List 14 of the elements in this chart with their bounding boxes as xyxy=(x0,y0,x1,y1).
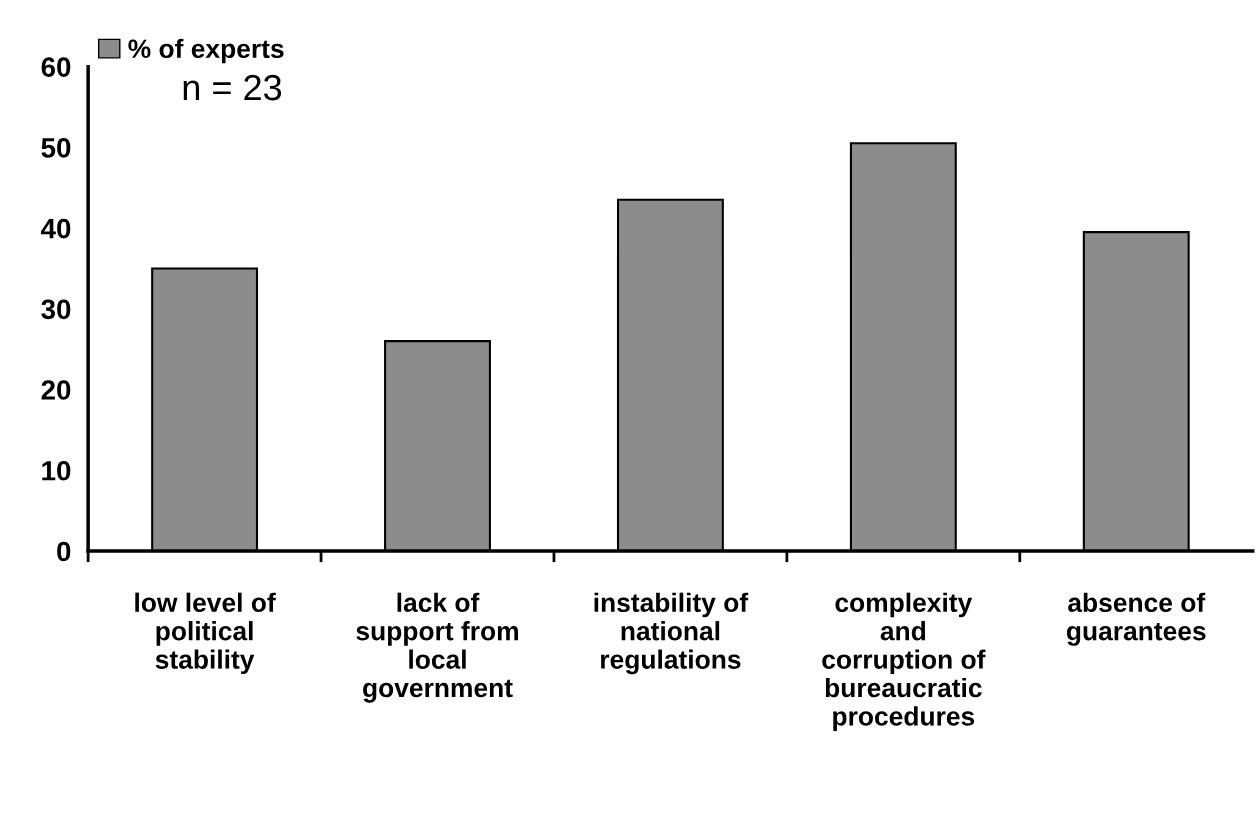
y-tick-label: 30 xyxy=(41,299,71,320)
y-tick-label: 0 xyxy=(57,541,71,562)
x-tick-label: complexity and corruption of bureaucratic procedures xyxy=(822,592,986,731)
y-tick-label: 40 xyxy=(40,218,71,239)
x-tick-label: lack of support from local government xyxy=(356,592,518,703)
annotation: n = 23 xyxy=(183,74,282,101)
y-tick-label: 20 xyxy=(41,380,71,400)
x-tick-label: absence of guarantees xyxy=(1066,592,1206,646)
legend-label: % of experts xyxy=(128,38,284,64)
y-tick-label: 10 xyxy=(42,460,71,481)
y-tick-label: 50 xyxy=(41,138,71,158)
x-tick-label: instability of national regulations xyxy=(594,592,749,675)
y-tick-label: 60 xyxy=(41,57,71,77)
x-tick-label: low level of political stability xyxy=(135,592,276,675)
